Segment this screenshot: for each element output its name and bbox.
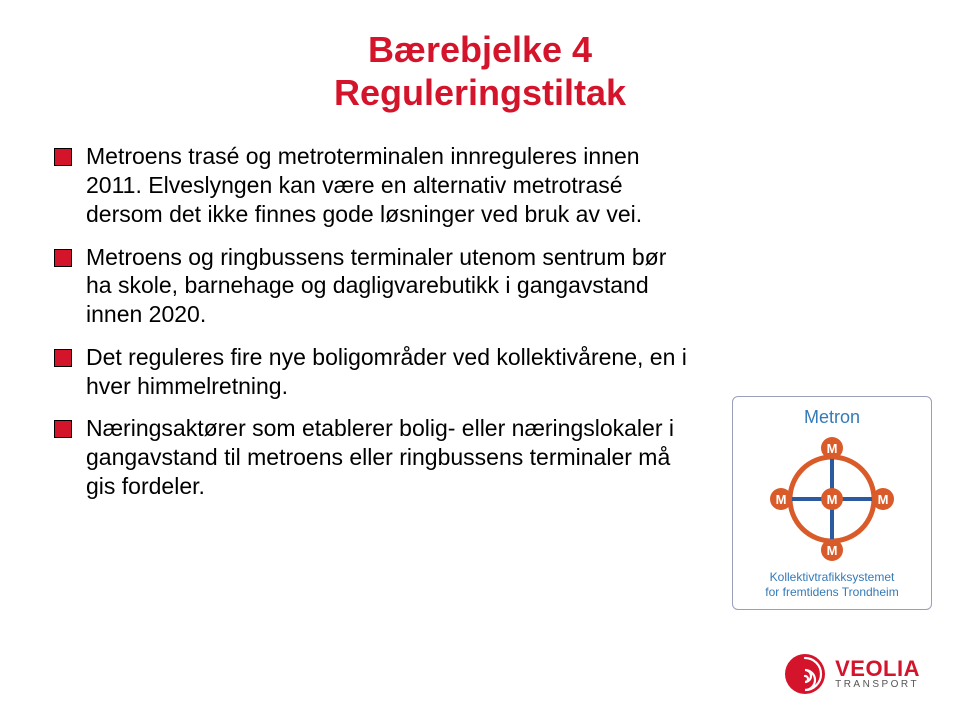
bullet-item: Det reguleres fire nye boligområder ved … [50,343,690,401]
veolia-logo: VEOLIA TRANSPORT [783,652,920,696]
svg-text:M: M [878,492,889,507]
bullet-item: Næringsaktører som etablerer bolig- elle… [50,414,690,500]
slide-title: Bærebjelke 4 Reguleringstiltak [50,28,910,114]
svg-text:M: M [776,492,787,507]
diagram-title: Metron [743,407,921,428]
veolia-swirl-icon [783,652,827,696]
bullet-item: Metroens trasé og metroterminalen innreg… [50,142,690,228]
diagram-graphic: M M M M M [743,434,921,564]
logo-text: VEOLIA TRANSPORT [835,658,920,690]
logo-subtext: TRANSPORT [835,680,920,690]
title-line-1: Bærebjelke 4 [50,28,910,71]
svg-text:M: M [827,543,838,558]
diagram-caption: Kollektivtrafikksystemet for fremtidens … [743,570,921,599]
slide: Bærebjelke 4 Reguleringstiltak Metroens … [0,0,960,720]
svg-text:M: M [827,492,838,507]
bullet-item: Metroens og ringbussens terminaler uteno… [50,243,690,329]
diagram-caption-line-1: Kollektivtrafikksystemet [743,570,921,584]
metron-ring-icon: M M M M M [767,434,897,564]
metron-diagram: Metron M M M M M [732,396,932,610]
svg-text:M: M [827,441,838,456]
bullet-list: Metroens trasé og metroterminalen innreg… [50,142,690,500]
diagram-caption-line-2: for fremtidens Trondheim [743,585,921,599]
title-line-2: Reguleringstiltak [50,71,910,114]
logo-brand: VEOLIA [835,658,920,680]
